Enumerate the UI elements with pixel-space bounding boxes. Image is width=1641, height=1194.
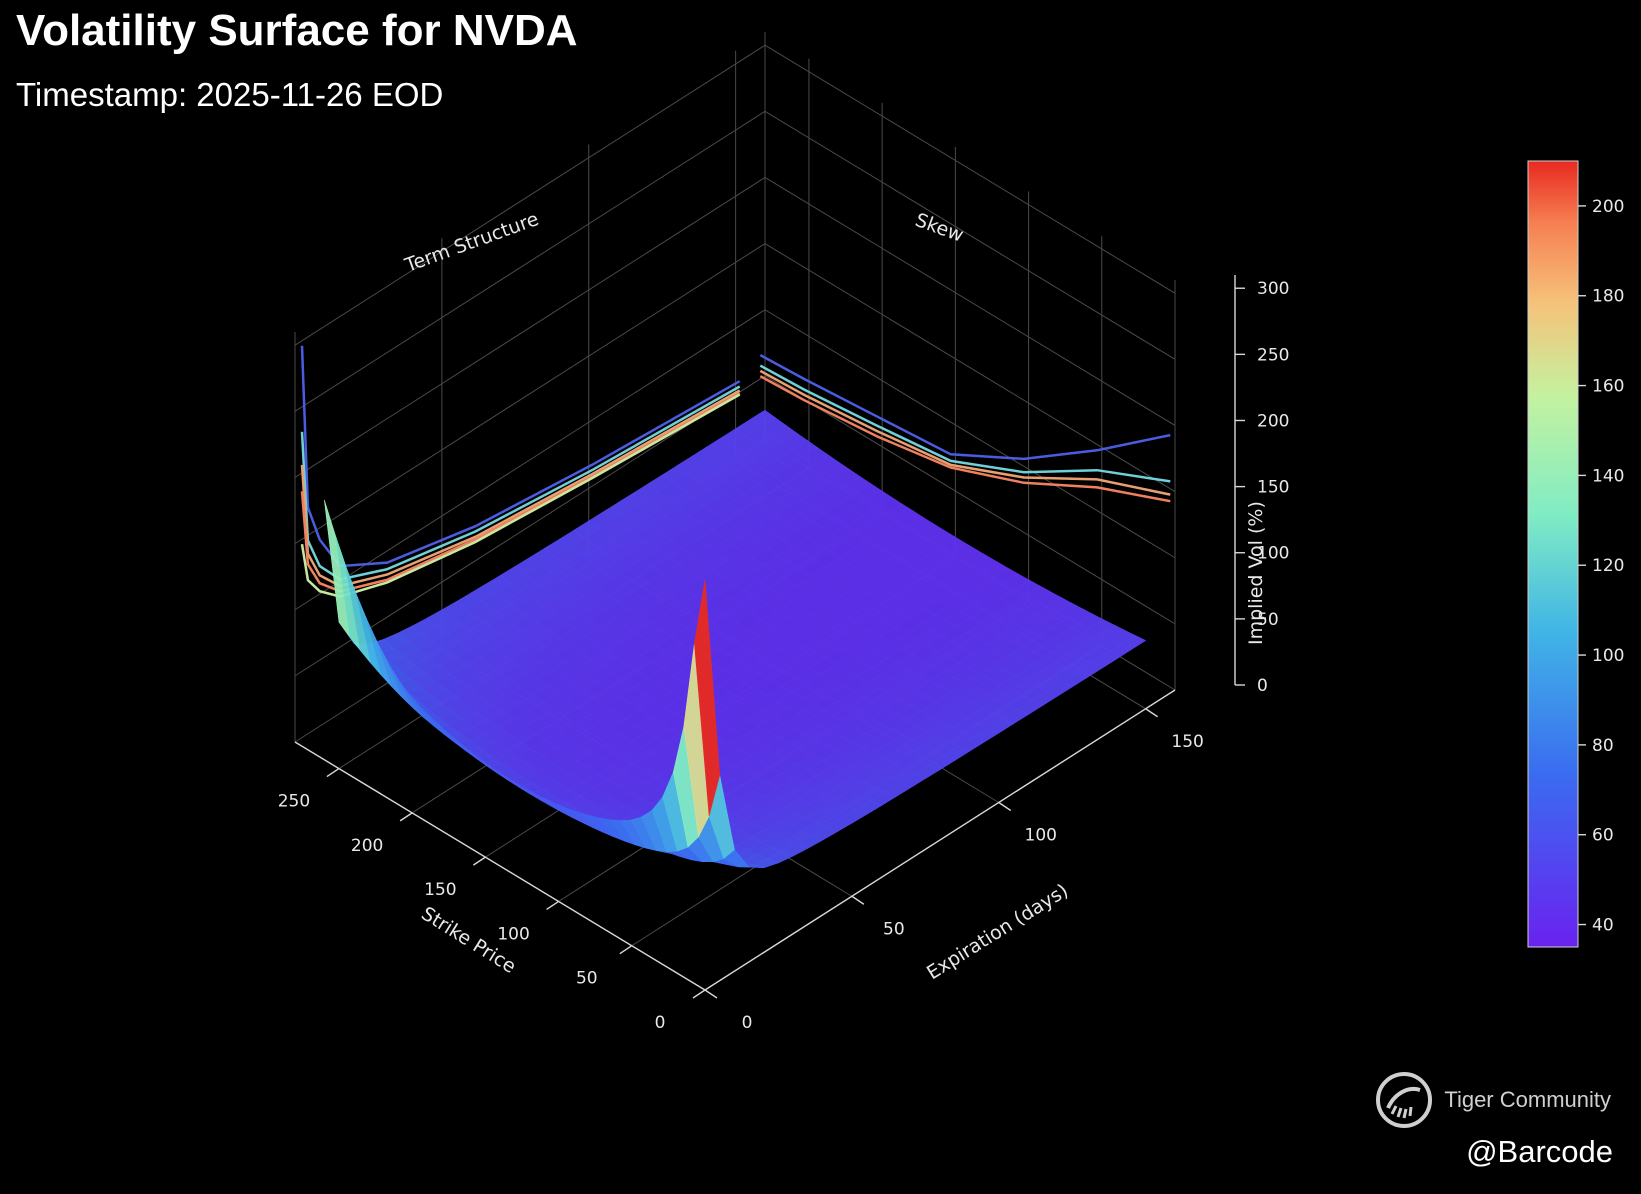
x-tick-mark: [472, 856, 486, 866]
z-tick-label: 200: [1257, 411, 1289, 431]
grid-line: [764, 44, 1176, 294]
colorbar-tick-label: 160: [1592, 377, 1624, 397]
author-handle: @Barcode: [1466, 1134, 1613, 1169]
x-tick-label: 150: [424, 880, 456, 900]
chart-title: Volatility Surface for NVDA: [16, 6, 578, 55]
tiger-logo-icon: [1376, 1072, 1433, 1128]
grid-line: [294, 44, 766, 346]
term-structure-label: Term Structure: [401, 208, 541, 277]
skew-line: [759, 369, 1171, 496]
y-tick-label: 150: [1171, 732, 1203, 752]
colorbar-gradient: [1527, 160, 1579, 948]
y-axis-label: Expiration (days): [923, 880, 1072, 985]
z-tick-label: 300: [1257, 279, 1289, 299]
x-tick-label: 0: [655, 1013, 666, 1033]
y-axis-line: [704, 689, 1176, 991]
chart-subtitle: Timestamp: 2025-11-26 EOD: [16, 76, 444, 113]
x-axis-line: [294, 741, 706, 991]
x-tick-mark: [399, 812, 413, 822]
axis-layer: 0 50 100 150 200 250 0 50 100 150 0 50 100 150 200 250 3…: [278, 275, 1289, 1033]
skew-line: [759, 354, 1171, 461]
term-structure-line: [300, 392, 741, 593]
colorbar-tick-label: 120: [1592, 556, 1624, 576]
z-tick-label: 250: [1257, 345, 1289, 365]
term-structure-line: [300, 389, 741, 588]
x-tick-label: 50: [576, 969, 598, 989]
watermark-brand: Tiger Community: [1444, 1087, 1611, 1112]
grid-line: [294, 309, 766, 611]
colorbar-tick-label: 40: [1592, 916, 1614, 936]
grid-line: [764, 243, 1176, 493]
term-structure-line: [300, 345, 741, 568]
y-tick-mark: [998, 801, 1012, 812]
grid-line: [764, 177, 1176, 426]
grid-line: [294, 177, 766, 478]
z-tick-label: 100: [1257, 544, 1289, 564]
skew-line: [759, 364, 1171, 483]
colorbar-tick-label: 180: [1592, 287, 1624, 307]
x-tick-mark: [692, 989, 706, 999]
watermark: Tiger Community: [1374, 1070, 1611, 1130]
x-tick-mark: [326, 767, 340, 778]
z-tick-label: 50: [1257, 610, 1279, 630]
colorbar-tick-label: 80: [1592, 736, 1614, 756]
x-tick-label: 100: [497, 924, 529, 944]
skew-line: [759, 375, 1171, 503]
y-tick-label: 100: [1025, 826, 1057, 846]
grid-line: [294, 243, 766, 545]
colorbar-tick-label: 100: [1592, 646, 1624, 666]
term-structure-line: [300, 385, 741, 581]
skew-label: Skew: [912, 209, 966, 247]
colorbar-tick-label: 60: [1592, 826, 1614, 846]
x-tick-mark: [546, 900, 559, 911]
grid-line: [764, 309, 1176, 559]
x-tick-label: 200: [351, 836, 383, 856]
z-axis-label: Implied Vol (%): [1245, 501, 1267, 645]
x-tick-mark: [619, 945, 633, 955]
z-tick-label: 0: [1257, 676, 1268, 696]
grid-line: [764, 375, 1176, 625]
z-tick-label: 150: [1257, 478, 1289, 498]
colorbar-ticks: 40 60 80 100 120 140 160 180 200: [1578, 197, 1624, 936]
y-tick-mark: [851, 895, 865, 905]
colorbar-tick-label: 140: [1592, 466, 1624, 486]
surface-facet: [694, 579, 721, 816]
y-tick-mark: [1145, 708, 1159, 718]
grid-line: [764, 110, 1176, 360]
y-tick-mark: [704, 989, 718, 999]
colorbar: 40 60 80 100 120 140 160 180 200: [1527, 160, 1624, 948]
y-tick-label: 50: [883, 919, 905, 939]
term-structure-line: [300, 393, 741, 598]
projection-layer: [300, 345, 1171, 598]
grid-line: [294, 110, 766, 412]
y-tick-label: 0: [742, 1013, 753, 1033]
x-tick-label: 250: [278, 792, 310, 812]
colorbar-tick-label: 200: [1592, 197, 1624, 217]
surface-layer: [324, 409, 1147, 869]
